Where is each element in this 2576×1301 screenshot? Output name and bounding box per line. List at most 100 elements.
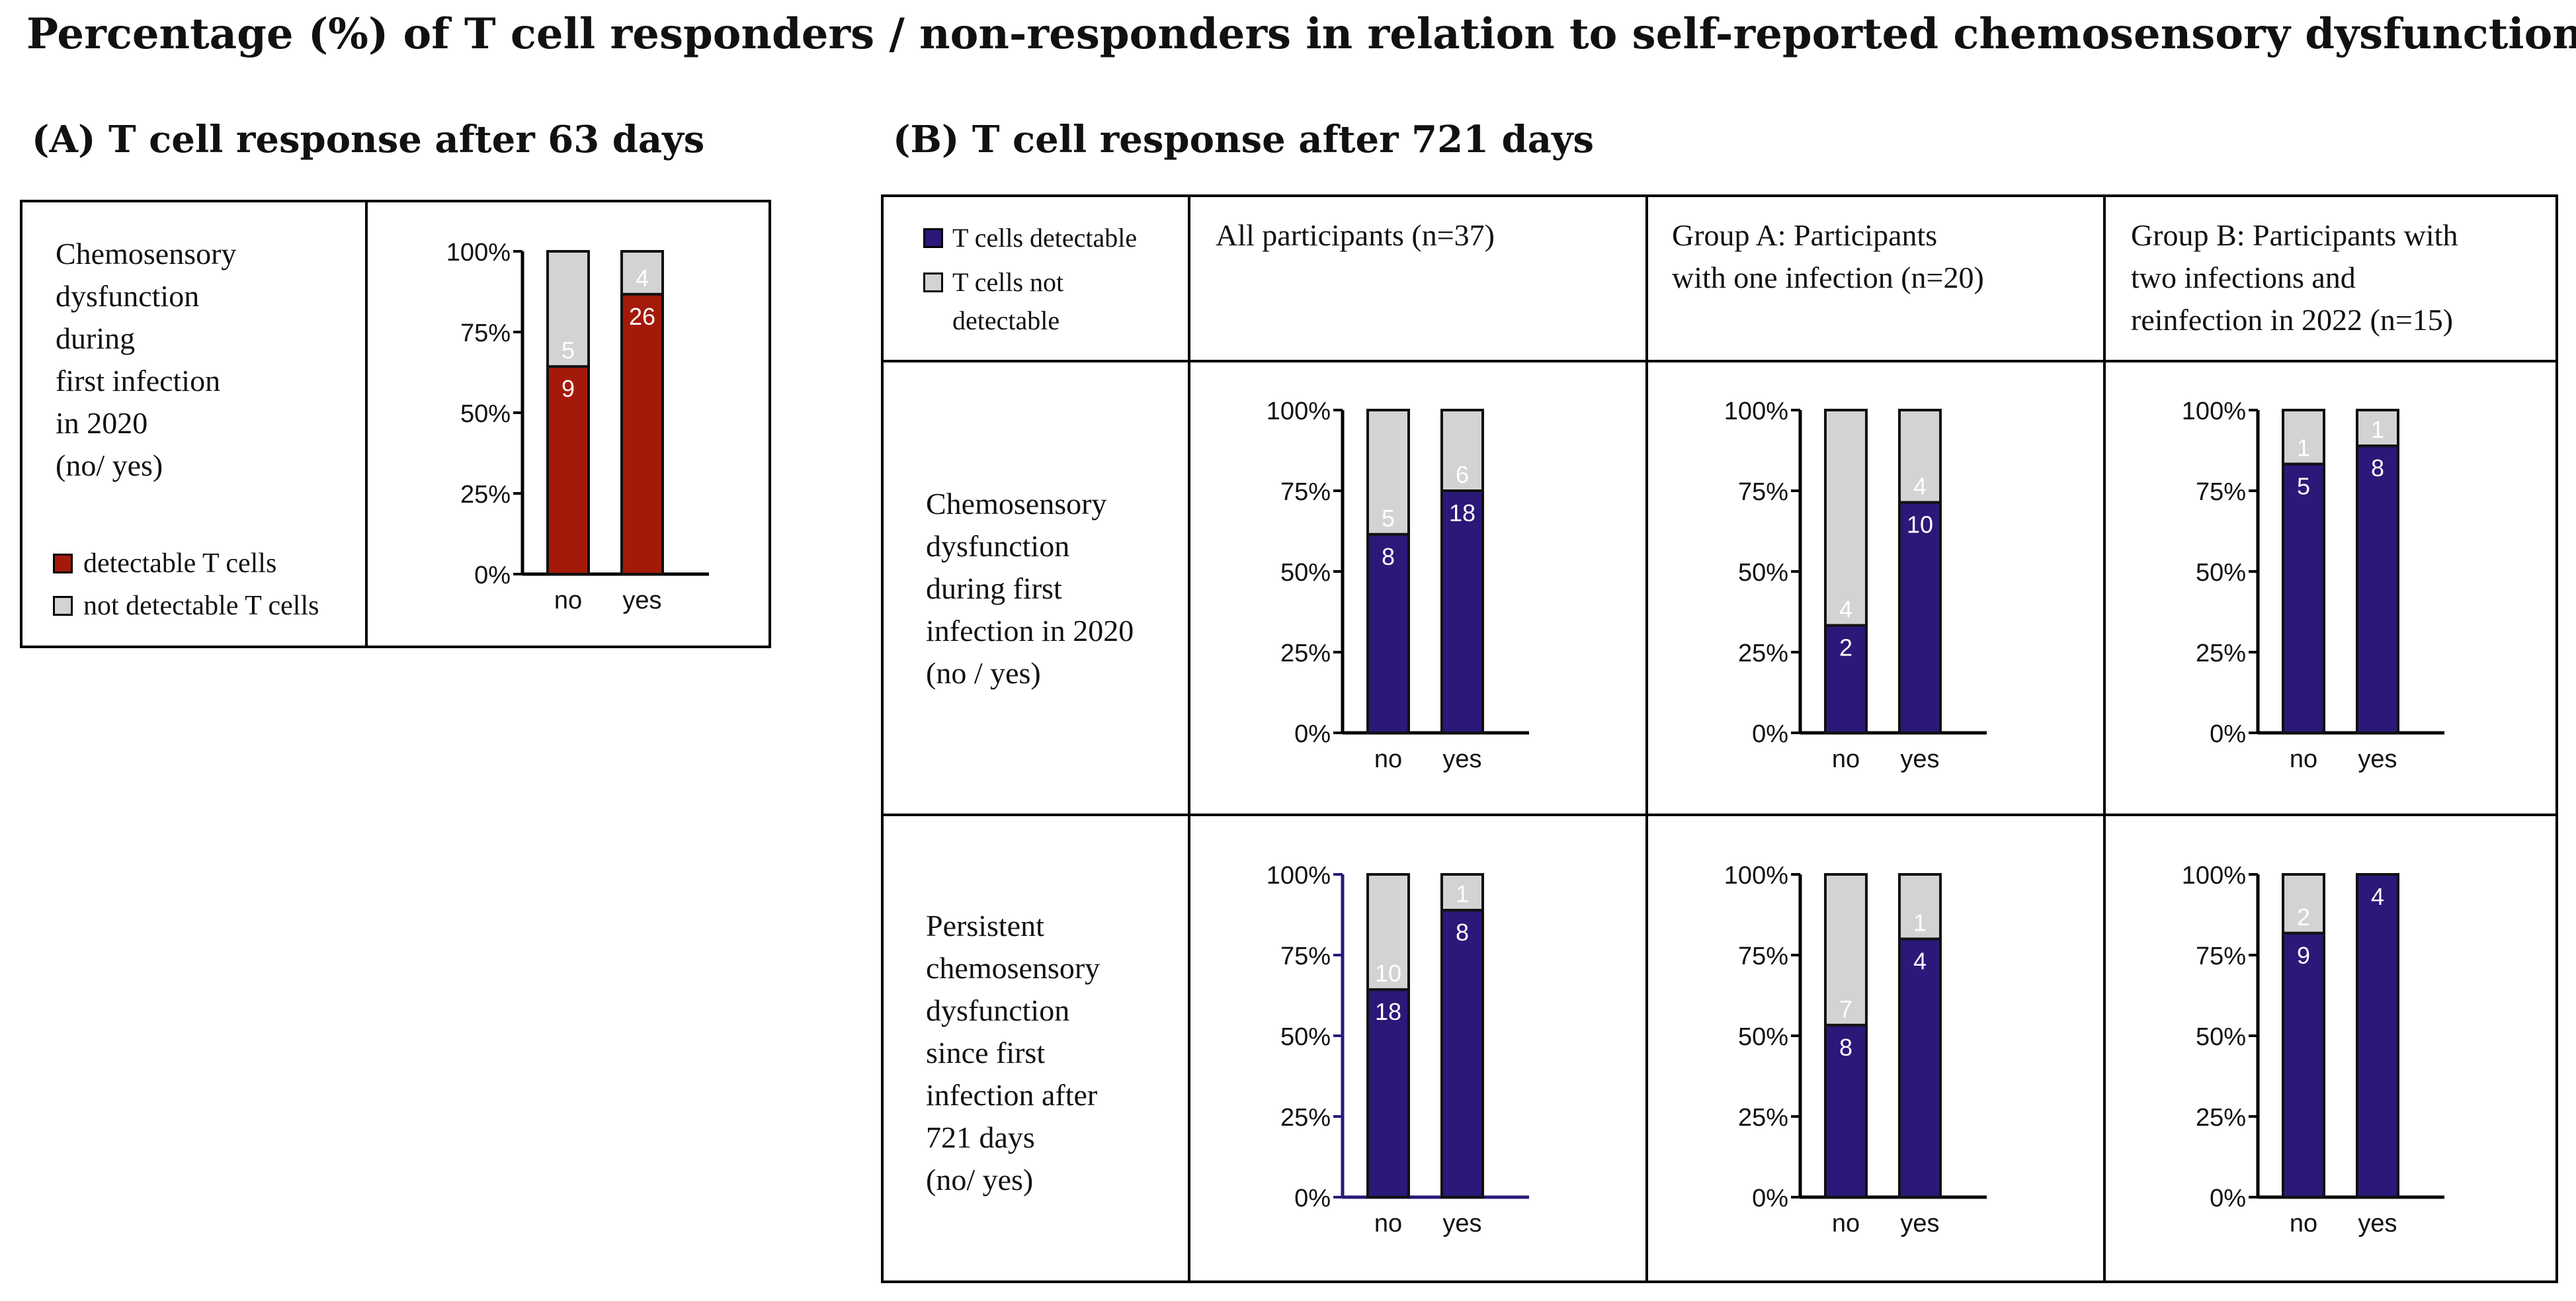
col-header-line: Group A: Participants xyxy=(1672,218,1938,252)
panel-b-hline-2 xyxy=(881,814,2558,816)
data-label-detectable: 5 xyxy=(2297,472,2310,499)
legend-swatch xyxy=(923,273,943,292)
y-tick-label: 50% xyxy=(1280,559,1331,587)
legend-label: detectable xyxy=(952,306,1060,335)
data-label-detectable: 8 xyxy=(1456,919,1469,946)
y-tick-label: 75% xyxy=(1738,943,1788,970)
row-label-line: 721 days xyxy=(926,1120,1035,1154)
data-label-detectable: 26 xyxy=(629,303,655,330)
panel-a-legend: detectable T cells not detectable T cell… xyxy=(53,542,319,627)
row-label-line: chemosensory xyxy=(926,951,1101,985)
y-tick-label: 75% xyxy=(2196,478,2246,506)
y-tick-label: 100% xyxy=(2182,398,2246,425)
row-label-line: dysfunction xyxy=(926,993,1070,1027)
data-label-detectable: 9 xyxy=(561,375,575,402)
y-tick-label: 100% xyxy=(1724,862,1788,890)
legend-item: T cells detectable xyxy=(923,218,1137,258)
col-header-line: two infections and xyxy=(2131,261,2356,294)
chart-b-r2-c1: 0% 25% 50% 75% 100% 18 10 no 8 1 yes xyxy=(1267,862,1529,1238)
y-tick-label: 75% xyxy=(2196,943,2246,970)
panel-a-row-label-line: in 2020 xyxy=(56,406,148,440)
legend-label: T cells not xyxy=(952,267,1064,297)
x-tick-label: yes xyxy=(1442,745,1481,773)
chart-b-r1-c1: 0% 25% 50% 75% 100% 8 5 no 18 6 yes xyxy=(1267,398,1529,773)
legend-label: T cells detectable xyxy=(952,223,1138,253)
bar-not-detectable xyxy=(1366,873,1410,991)
y-tick-label: 50% xyxy=(1738,1023,1788,1051)
data-label-not-detectable: 4 xyxy=(636,265,649,292)
bar-detectable xyxy=(546,365,590,575)
y-tick-label: 75% xyxy=(1280,478,1331,506)
y-tick-label: 50% xyxy=(2196,559,2246,587)
row-label-line: Chemosensory xyxy=(926,487,1107,521)
row-label-line: infection after xyxy=(926,1078,1098,1112)
data-label-detectable: 18 xyxy=(1375,998,1401,1025)
x-tick-label: yes xyxy=(1900,1210,1939,1238)
y-tick-label: 0% xyxy=(2210,1185,2246,1212)
bar-detectable xyxy=(1440,489,1484,734)
y-tick-label: 50% xyxy=(2196,1023,2246,1051)
legend-item: T cells not detectable xyxy=(923,263,1137,340)
panel-a-box xyxy=(20,200,771,648)
row-label-2: Persistent chemosensory dysfunction sinc… xyxy=(926,905,1100,1201)
y-tick-label: 25% xyxy=(2196,1104,2246,1132)
y-tick-label: 75% xyxy=(1280,943,1331,970)
bar-detectable xyxy=(1824,1023,1868,1198)
y-tick-label: 25% xyxy=(1280,640,1331,667)
data-label-detectable: 4 xyxy=(2371,883,2384,910)
data-label-not-detectable: 10 xyxy=(1375,960,1401,987)
bar-not-detectable xyxy=(1366,409,1410,536)
y-tick-label: 50% xyxy=(1738,559,1788,587)
bar-detectable xyxy=(1898,501,1942,734)
y-tick-label: 100% xyxy=(1724,398,1788,425)
col-header-line: reinfection in 2022 (n=15) xyxy=(2131,303,2454,337)
bar-detectable xyxy=(2282,462,2325,734)
data-label-detectable: 9 xyxy=(2297,942,2310,969)
panel-a-row-label-line: dysfunction xyxy=(56,279,200,313)
y-tick-label: 0% xyxy=(2210,720,2246,748)
y-tick-label: 100% xyxy=(1267,862,1331,890)
legend-label: not detectable T cells xyxy=(83,591,319,621)
row-label-line: dysfunction xyxy=(926,529,1070,563)
data-label-not-detectable: 7 xyxy=(1839,995,1852,1023)
bar-not-detectable xyxy=(1440,409,1484,492)
y-tick-label: 75% xyxy=(1738,478,1788,506)
data-label-not-detectable: 1 xyxy=(2371,416,2384,443)
row-label-line: during first xyxy=(926,571,1062,605)
y-tick-label: 0% xyxy=(1752,720,1788,748)
data-label-detectable: 8 xyxy=(1839,1034,1852,1061)
bar-detectable xyxy=(2356,444,2399,734)
bar-not-detectable xyxy=(2282,409,2325,466)
y-tick-label: 75% xyxy=(460,319,511,347)
bar-detectable xyxy=(2282,931,2325,1198)
panel-b-hline-1 xyxy=(881,360,2558,362)
panel-b-vline-2 xyxy=(1645,194,1648,1283)
data-label-detectable: 10 xyxy=(1907,511,1933,538)
col-header-line: All participants (n=37) xyxy=(1216,218,1495,252)
data-label-detectable: 4 xyxy=(1913,948,1927,975)
x-tick-label: no xyxy=(554,587,582,614)
bar-detectable xyxy=(2356,873,2399,1198)
y-tick-label: 25% xyxy=(1280,1104,1331,1132)
panel-a-row-label-line: (no/ yes) xyxy=(56,448,163,482)
chart-a: 0% 25% 50% 75% 100% 9 5 no 26 4 yes xyxy=(446,239,709,614)
row-label-line: (no / yes) xyxy=(926,656,1041,690)
col-header-line: with one infection (n=20) xyxy=(1672,261,1984,294)
legend-swatch xyxy=(923,228,943,248)
data-label-not-detectable: 4 xyxy=(1913,473,1927,500)
bar-not-detectable xyxy=(1898,873,1942,941)
x-tick-label: yes xyxy=(1900,745,1939,773)
bar-detectable xyxy=(1824,624,1868,734)
data-label-not-detectable: 1 xyxy=(2297,434,2310,461)
row-label-1: Chemosensory dysfunction during first in… xyxy=(926,483,1134,694)
bar-detectable xyxy=(1440,909,1484,1198)
data-label-detectable: 8 xyxy=(1382,543,1395,570)
x-tick-label: no xyxy=(1374,1210,1402,1238)
bar-detectable xyxy=(1366,532,1410,734)
data-label-not-detectable: 1 xyxy=(1913,909,1927,937)
panel-a-heading: (A) T cell response after 63 days xyxy=(32,118,705,161)
x-tick-label: no xyxy=(1832,1210,1860,1238)
row-label-line: infection in 2020 xyxy=(926,614,1134,648)
chart-b-r2-c2: 0% 25% 50% 75% 100% 8 7 no 4 1 yes xyxy=(1724,862,1987,1238)
x-tick-label: yes xyxy=(1442,1210,1481,1238)
